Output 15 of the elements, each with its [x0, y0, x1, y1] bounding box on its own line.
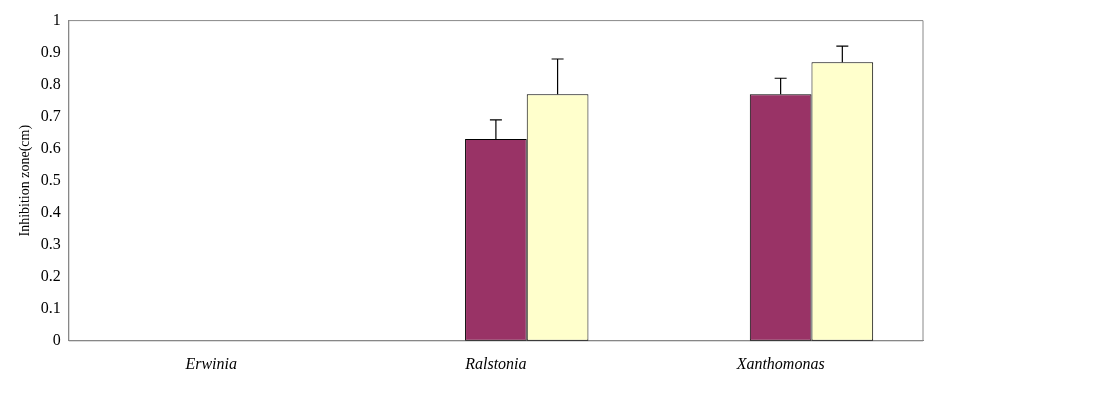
- y-tick-label: 0.6: [40, 138, 61, 156]
- y-tick-label: 0.9: [40, 42, 61, 60]
- x-tick-label: Xanthomonas: [735, 354, 825, 372]
- x-tick-label: Erwinia: [184, 354, 237, 372]
- y-tick-label: 0.4: [40, 202, 61, 220]
- y-tick-label: 0.7: [40, 106, 61, 124]
- y-tick-label: 0.1: [40, 298, 61, 316]
- y-tick-label: 1: [52, 10, 61, 28]
- x-tick-label: Ralstonia: [464, 354, 527, 372]
- y-tick-label: 0.3: [40, 234, 61, 252]
- y-tick-label: 0.8: [40, 74, 61, 92]
- y-axis-title: Inhibition zone(cm): [17, 124, 34, 237]
- y-tick-label: 0.2: [40, 266, 61, 284]
- y-tick-label: 0: [52, 331, 61, 348]
- y-tick-label: 0.5: [40, 170, 61, 188]
